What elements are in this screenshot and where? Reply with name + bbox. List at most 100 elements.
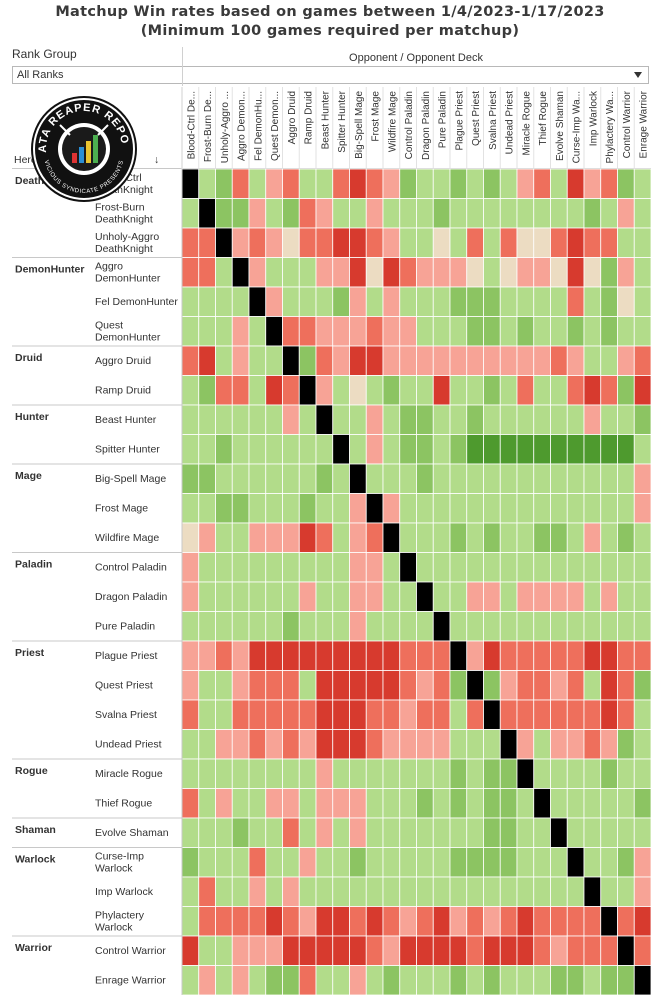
heatmap-cell bbox=[617, 552, 635, 583]
heatmap-cell bbox=[231, 699, 250, 730]
heatmap-cell bbox=[449, 493, 468, 524]
hero-label: Mage bbox=[15, 470, 42, 482]
heatmap-cell bbox=[349, 316, 367, 347]
heatmap-cell bbox=[315, 670, 334, 701]
heatmap-cell bbox=[600, 198, 618, 229]
heatmap-cell bbox=[349, 817, 367, 848]
heatmap-cell bbox=[483, 257, 501, 288]
heatmap-cell bbox=[600, 640, 618, 671]
heatmap-cell bbox=[215, 581, 233, 612]
heatmap-cell bbox=[315, 434, 334, 465]
heatmap-cell bbox=[600, 670, 618, 701]
heatmap-cell bbox=[499, 198, 518, 229]
heatmap-cell bbox=[265, 552, 283, 583]
heatmap-cell bbox=[198, 434, 216, 465]
heatmap-cell bbox=[198, 345, 216, 376]
heatmap-cell bbox=[533, 729, 551, 760]
heatmap-cell bbox=[432, 729, 451, 760]
row-label: Thief Rogue bbox=[95, 798, 152, 810]
heatmap-cell bbox=[600, 699, 618, 730]
heatmap-cell bbox=[231, 345, 250, 376]
heatmap-cell bbox=[349, 906, 367, 937]
heatmap-cell bbox=[332, 876, 350, 907]
heatmap-cell bbox=[483, 817, 501, 848]
heatmap-cell bbox=[566, 552, 585, 583]
heatmap-cell bbox=[248, 611, 267, 642]
heatmap-cell bbox=[483, 611, 501, 642]
heatmap-cell bbox=[198, 906, 216, 937]
heatmap-cell bbox=[617, 758, 635, 789]
heatmap-cell bbox=[231, 847, 250, 878]
heatmap-cell bbox=[248, 817, 267, 848]
heatmap-cell bbox=[198, 788, 216, 819]
heatmap-cell bbox=[633, 640, 652, 671]
row-label-line: Frost-Burn bbox=[95, 202, 145, 214]
heatmap-cell bbox=[633, 788, 652, 819]
row-label: Ramp Druid bbox=[95, 385, 151, 397]
chart-title: Matchup Win rates based on games between… bbox=[0, 3, 660, 41]
heatmap-cell bbox=[633, 345, 652, 376]
heatmap-cell bbox=[332, 522, 350, 553]
heatmap-cell bbox=[617, 788, 635, 819]
heatmap-cell bbox=[583, 198, 602, 229]
heatmap-cell bbox=[248, 876, 267, 907]
heatmap-cell bbox=[432, 935, 451, 966]
heatmap-cell bbox=[315, 493, 334, 524]
heatmap-cell bbox=[349, 640, 367, 671]
heatmap-cell bbox=[382, 375, 401, 406]
heatmap-cell bbox=[583, 847, 602, 878]
heatmap-cell bbox=[499, 404, 518, 435]
heatmap-cell bbox=[600, 434, 618, 465]
column-label: Phylactery Wa... bbox=[605, 91, 616, 163]
heatmap-cell bbox=[265, 404, 283, 435]
heatmap-cell bbox=[583, 699, 602, 730]
heatmap-cell bbox=[315, 168, 334, 199]
heatmap-cell bbox=[315, 552, 334, 583]
heatmap-cell bbox=[466, 581, 484, 612]
column-label: Thief Rogue bbox=[538, 91, 549, 146]
heatmap-cell bbox=[282, 345, 300, 376]
column-label: Svalna Priest bbox=[488, 91, 499, 150]
heatmap-cell bbox=[248, 729, 267, 760]
heatmap-cell bbox=[466, 965, 484, 996]
heatmap-cell bbox=[298, 729, 317, 760]
heatmap-cell bbox=[449, 345, 468, 376]
heatmap-cell bbox=[499, 345, 518, 376]
heatmap-cell bbox=[332, 404, 350, 435]
header-divider bbox=[182, 47, 183, 86]
heatmap-cell bbox=[516, 640, 535, 671]
column-label: Big-Spell Mage bbox=[354, 91, 365, 159]
heatmap-cell bbox=[416, 906, 434, 937]
heatmap-cell bbox=[265, 345, 283, 376]
rank-group-dropdown[interactable]: All Ranks bbox=[12, 66, 649, 84]
heatmap-cell bbox=[198, 640, 216, 671]
heatmap-cell bbox=[265, 758, 283, 789]
sort-icon[interactable]: ↓ bbox=[154, 154, 159, 166]
column-label: Control Paladin bbox=[404, 91, 415, 159]
heatmap-cell bbox=[617, 257, 635, 288]
heatmap-cell bbox=[633, 493, 652, 524]
heatmap-cell bbox=[332, 345, 350, 376]
heatmap-cell bbox=[231, 404, 250, 435]
heatmap-cell bbox=[533, 286, 551, 317]
heatmap-cell bbox=[416, 198, 434, 229]
heatmap-cell bbox=[349, 434, 367, 465]
heatmap-cell bbox=[215, 316, 233, 347]
row-label: Dragon Paladin bbox=[95, 591, 168, 603]
heatmap-cell bbox=[349, 522, 367, 553]
hero-label: Rogue bbox=[15, 765, 48, 777]
heatmap-cell bbox=[516, 198, 535, 229]
heatmap-cell bbox=[248, 227, 267, 258]
heatmap-cell bbox=[416, 876, 434, 907]
heatmap-cell bbox=[248, 434, 267, 465]
heatmap-cell bbox=[349, 257, 367, 288]
heatmap-cell bbox=[416, 935, 434, 966]
heatmap-cell bbox=[583, 463, 602, 494]
chevron-down-icon[interactable] bbox=[634, 72, 642, 78]
heatmap-cell bbox=[633, 906, 652, 937]
heatmap-cell bbox=[315, 522, 334, 553]
heatmap-cell bbox=[416, 168, 434, 199]
heatmap-cell bbox=[600, 965, 618, 996]
heatmap-cell bbox=[449, 847, 468, 878]
